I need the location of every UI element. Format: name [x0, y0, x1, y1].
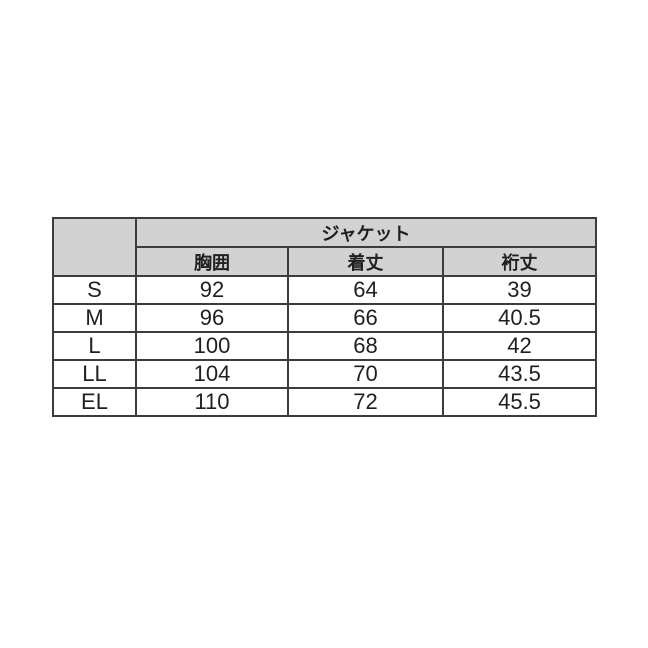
- group-header-jacket: ジャケット: [134, 217, 598, 248]
- column-header-row: 胸囲 着丈 裄丈: [53, 246, 598, 277]
- size-cell: M: [52, 303, 137, 333]
- corner-cell: [52, 217, 137, 277]
- chest-cell: 100: [135, 331, 289, 361]
- table-row-l: L 100 68 42: [52, 331, 598, 361]
- size-cell: L: [52, 331, 137, 361]
- col-header-length: 着丈: [287, 246, 444, 277]
- length-cell: 68: [287, 331, 444, 361]
- table-row-m: M 96 66 40.5: [52, 303, 598, 333]
- table-row-el: EL 110 72 45.5: [52, 387, 598, 417]
- length-cell: 64: [287, 275, 444, 305]
- chest-cell: 104: [135, 359, 289, 389]
- length-cell: 72: [287, 387, 444, 417]
- group-header-row: ジャケット: [52, 217, 598, 277]
- sleeve-cell: 40.5: [441, 303, 598, 333]
- chest-cell: 96: [135, 303, 289, 333]
- table-row-ll: LL 104 70 43.5: [52, 359, 598, 389]
- sleeve-cell: 42: [441, 331, 598, 361]
- size-cell: S: [52, 275, 137, 305]
- col-header-sleeve: 裄丈: [441, 246, 598, 277]
- chest-cell: 110: [135, 387, 289, 417]
- sleeve-cell: 39: [441, 275, 598, 305]
- jacket-size-table: ジャケット 胸囲 着丈 裄丈 S 92 64 39 M 96 66 40.5 L: [52, 217, 598, 417]
- table-row-s: S 92 64 39: [52, 275, 598, 305]
- length-cell: 66: [287, 303, 444, 333]
- size-cell: EL: [52, 387, 137, 417]
- col-header-chest: 胸囲: [135, 246, 289, 277]
- chest-cell: 92: [135, 275, 289, 305]
- sleeve-cell: 45.5: [441, 387, 598, 417]
- sleeve-cell: 43.5: [441, 359, 598, 389]
- size-cell: LL: [52, 359, 137, 389]
- length-cell: 70: [287, 359, 444, 389]
